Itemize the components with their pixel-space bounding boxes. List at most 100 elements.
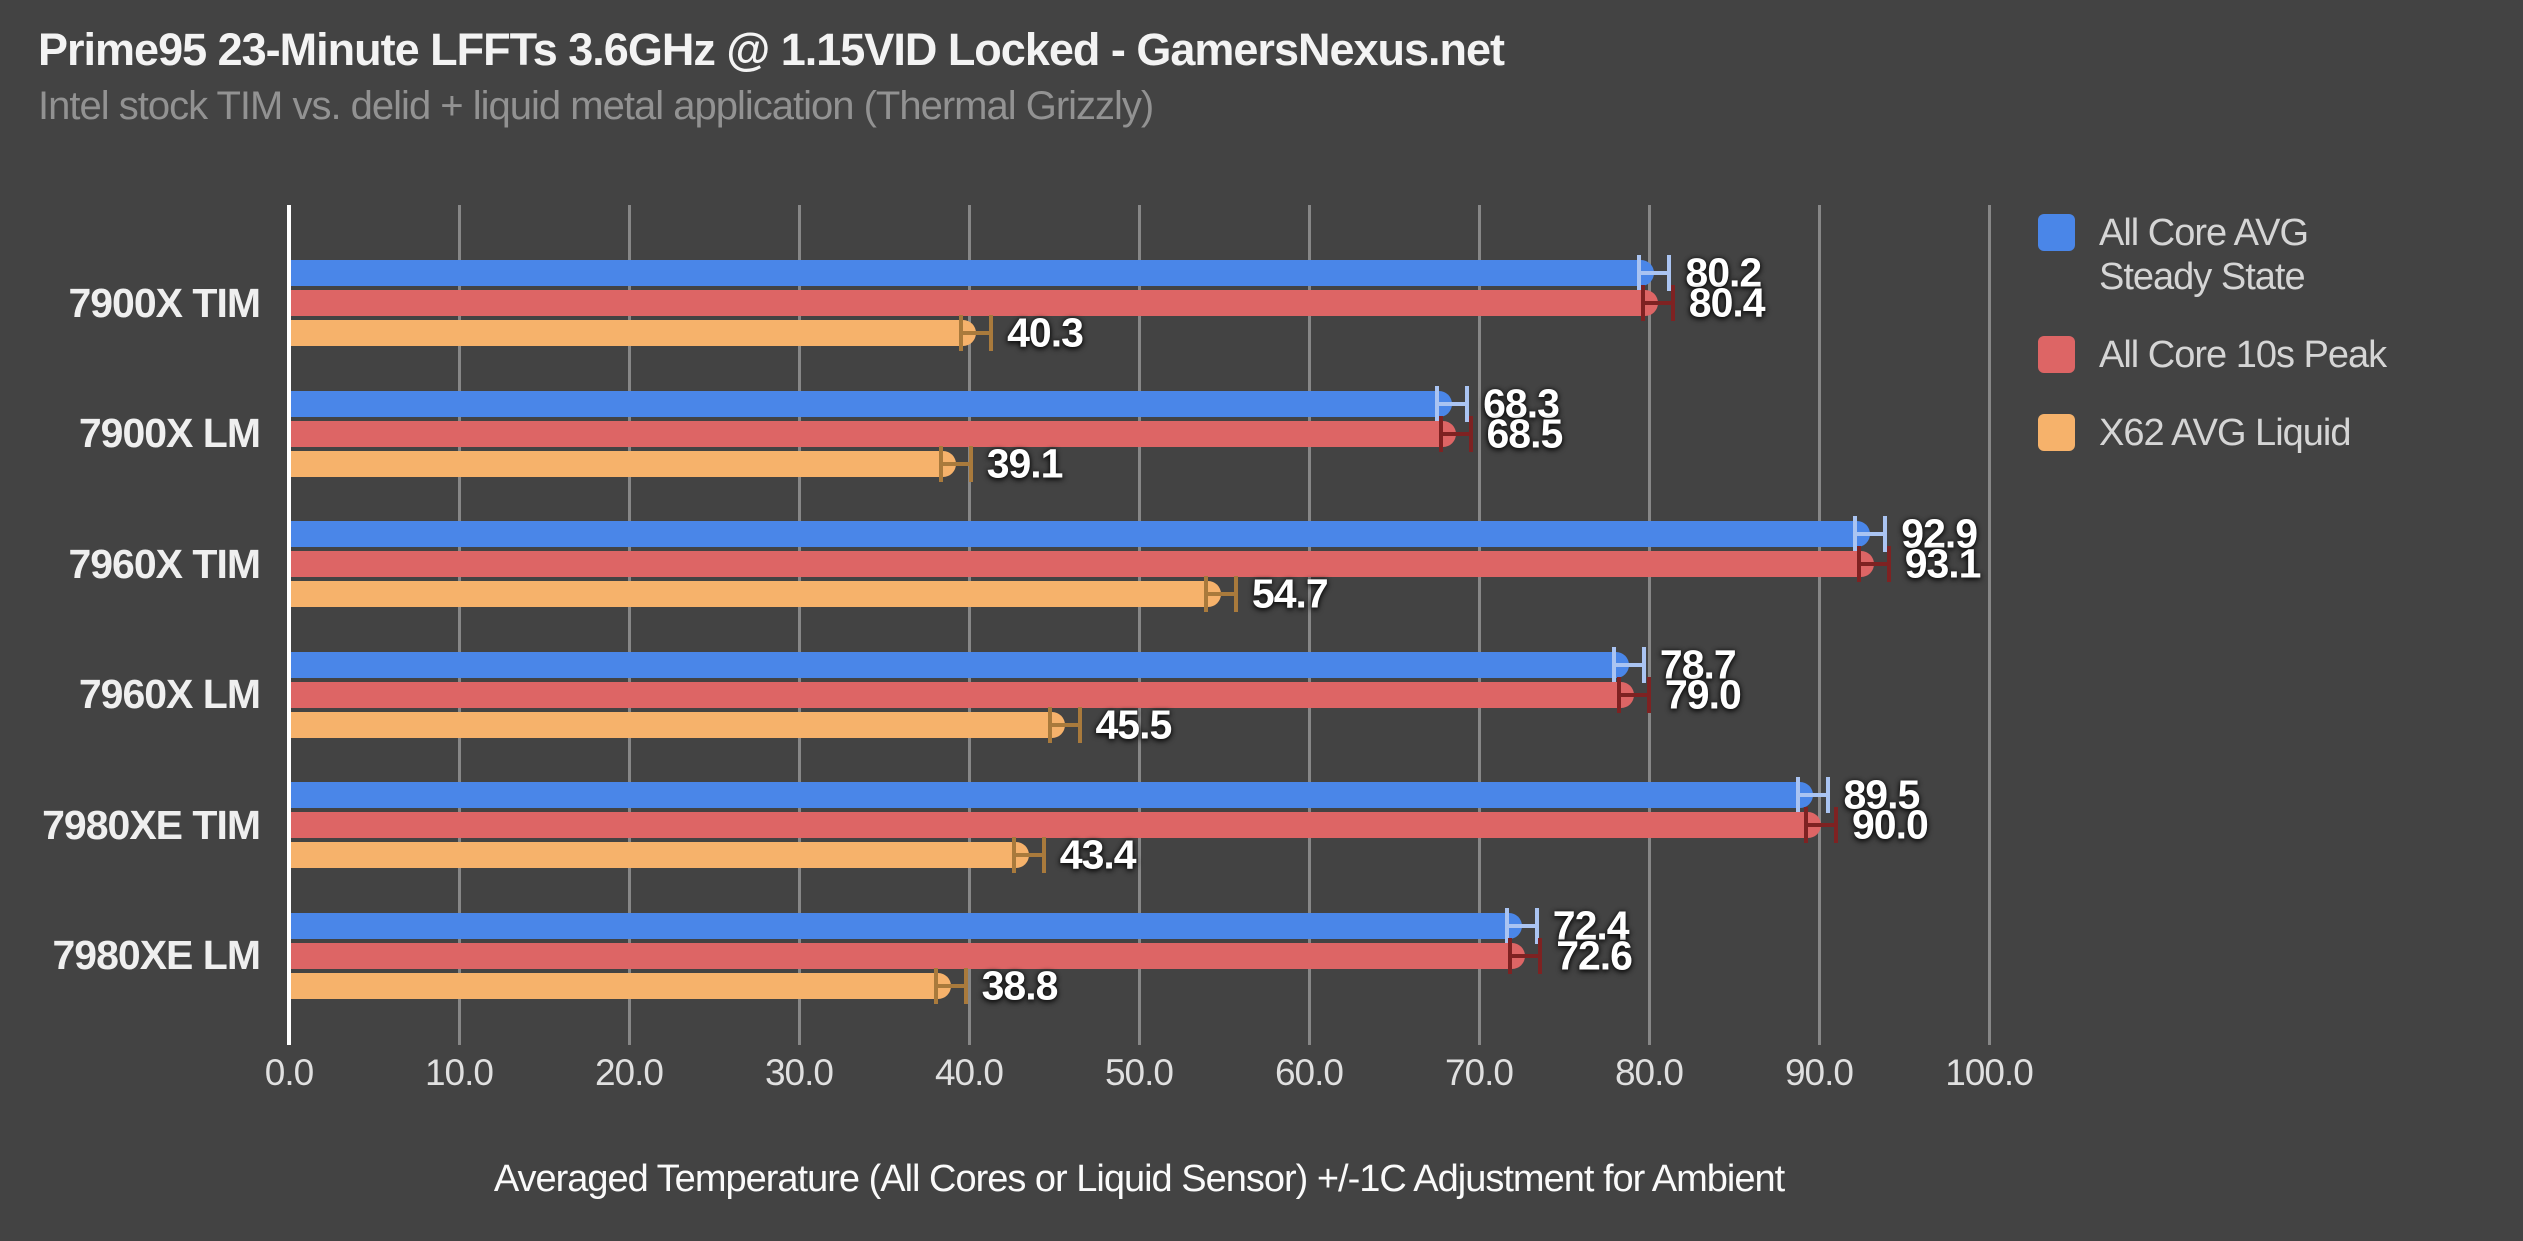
error-bar-line	[1047, 722, 1082, 727]
legend-item: All Core AVG Steady State	[2038, 211, 2508, 299]
error-bar-line	[1504, 923, 1539, 928]
bar-row: 92.9	[287, 511, 2010, 557]
legend-swatch	[2038, 414, 2075, 451]
bar	[291, 450, 956, 477]
x-tick-label: 0.0	[264, 1052, 314, 1093]
bar	[291, 581, 1221, 608]
error-bar	[1804, 807, 1838, 844]
bar	[291, 290, 1658, 317]
plot-area: 80.2 80.4 40.3 68.3 68.5 39.1 92.9 93.1 54.7 78.7…	[287, 205, 2010, 1045]
bar-row: 89.5	[287, 772, 2010, 818]
error-bar	[1795, 777, 1830, 814]
error-bar-line	[1856, 562, 1891, 567]
value-label: 68.3	[1483, 380, 1560, 427]
bar-row: 68.3	[287, 380, 2010, 426]
x-tick-label: 80.0	[1614, 1052, 1684, 1093]
bar-row: 78.7	[287, 641, 2010, 687]
x-axis-title: Averaged Temperature (All Cores or Liqui…	[493, 1158, 1785, 1200]
value-label: 45.5	[1095, 701, 1173, 748]
error-bar-line	[1508, 953, 1543, 958]
y-axis-line	[287, 205, 291, 1045]
error-bar-line	[1795, 793, 1830, 798]
error-bar-line	[1853, 532, 1888, 537]
grid-line	[1647, 205, 1651, 1045]
error-bar	[938, 445, 973, 482]
value-label: 90.0	[1852, 801, 1929, 848]
error-bar	[1203, 576, 1238, 613]
value-label: 38.8	[981, 962, 1059, 1009]
grid-line	[1817, 205, 1821, 1045]
bar-row: 45.5	[287, 701, 2010, 747]
grid-line	[1307, 205, 1311, 1045]
error-bar	[1856, 546, 1891, 583]
value-label: 79.0	[1665, 671, 1742, 718]
value-label: 39.1	[986, 440, 1064, 487]
value-label: 92.9	[1901, 510, 1978, 557]
legend-swatch	[2038, 214, 2075, 251]
bar	[291, 942, 1526, 969]
error-bar	[959, 315, 994, 352]
bar-row: 72.6	[287, 932, 2010, 978]
error-bar-line	[1637, 271, 1672, 276]
bar	[291, 551, 1874, 578]
bar-group: 92.9 93.1 54.7	[287, 499, 2010, 630]
grid-line	[967, 205, 971, 1045]
error-bar-line	[1804, 823, 1838, 828]
grid-line	[1477, 205, 1481, 1045]
bar	[291, 812, 1821, 839]
error-bar	[1637, 255, 1672, 292]
x-tick-label: 100.0	[1945, 1052, 2034, 1093]
error-bar	[933, 967, 968, 1004]
bar-row: 93.1	[287, 541, 2010, 587]
legend-label: X62 AVG Liquid	[2099, 412, 2351, 454]
chart-title: Prime95 23-Minute LFFTs 3.6GHz @ 1.15VID…	[38, 24, 1505, 75]
bar-row: 72.4	[287, 902, 2010, 948]
error-bar-line	[959, 331, 994, 336]
chart-subtitle: Intel stock TIM vs. delid + liquid metal…	[38, 84, 1154, 128]
bar-row: 68.5	[287, 410, 2010, 456]
legend-item: X62 AVG Liquid	[2038, 411, 2508, 455]
grid-line	[457, 205, 461, 1045]
bar	[291, 681, 1634, 708]
value-label: 89.5	[1843, 771, 1921, 818]
legend-swatch	[2038, 336, 2075, 373]
legend: All Core AVG Steady State All Core 10s Pe…	[2038, 211, 2508, 489]
error-bar-line	[1435, 401, 1470, 406]
error-bar-line	[1438, 431, 1473, 436]
bar-row: 39.1	[287, 440, 2010, 486]
value-label: 80.2	[1685, 249, 1762, 296]
legend-item: All Core 10s Peak	[2038, 333, 2508, 377]
error-bar	[1853, 516, 1888, 553]
value-label: 40.3	[1007, 309, 1084, 356]
x-tick-label: 30.0	[764, 1052, 834, 1093]
grid-line	[1987, 205, 1991, 1045]
bar-group: 89.5 90.0 43.4	[287, 760, 2010, 891]
bar-row: 43.4	[287, 832, 2010, 878]
bar-group: 68.3 68.5 39.1	[287, 369, 2010, 500]
error-bar	[1640, 285, 1675, 322]
category-label: 7960X LM	[78, 671, 261, 718]
category-label: 7900X TIM	[68, 279, 261, 326]
legend-label: All Core AVG Steady State	[2099, 212, 2309, 298]
grid-line	[797, 205, 801, 1045]
error-bar-line	[938, 461, 973, 466]
error-bar	[1504, 907, 1539, 944]
bar	[291, 420, 1456, 447]
category-label: 7980XE TIM	[42, 801, 261, 848]
error-bar	[1438, 415, 1473, 452]
bar-group: 72.4 72.6 38.8	[287, 891, 2010, 1022]
bar	[291, 521, 1871, 548]
bar-row: 80.2	[287, 250, 2010, 296]
bar	[291, 912, 1522, 939]
value-label: 78.7	[1659, 641, 1737, 688]
error-bar	[1047, 706, 1082, 743]
bar-row: 54.7	[287, 571, 2010, 617]
error-bar	[1617, 676, 1651, 713]
error-bar	[1435, 385, 1470, 422]
error-bar-line	[933, 983, 968, 988]
bar	[291, 320, 977, 347]
error-bar-line	[1011, 853, 1046, 858]
x-tick-label: 10.0	[424, 1052, 494, 1093]
bar-group: 80.2 80.4 40.3	[287, 238, 2010, 369]
